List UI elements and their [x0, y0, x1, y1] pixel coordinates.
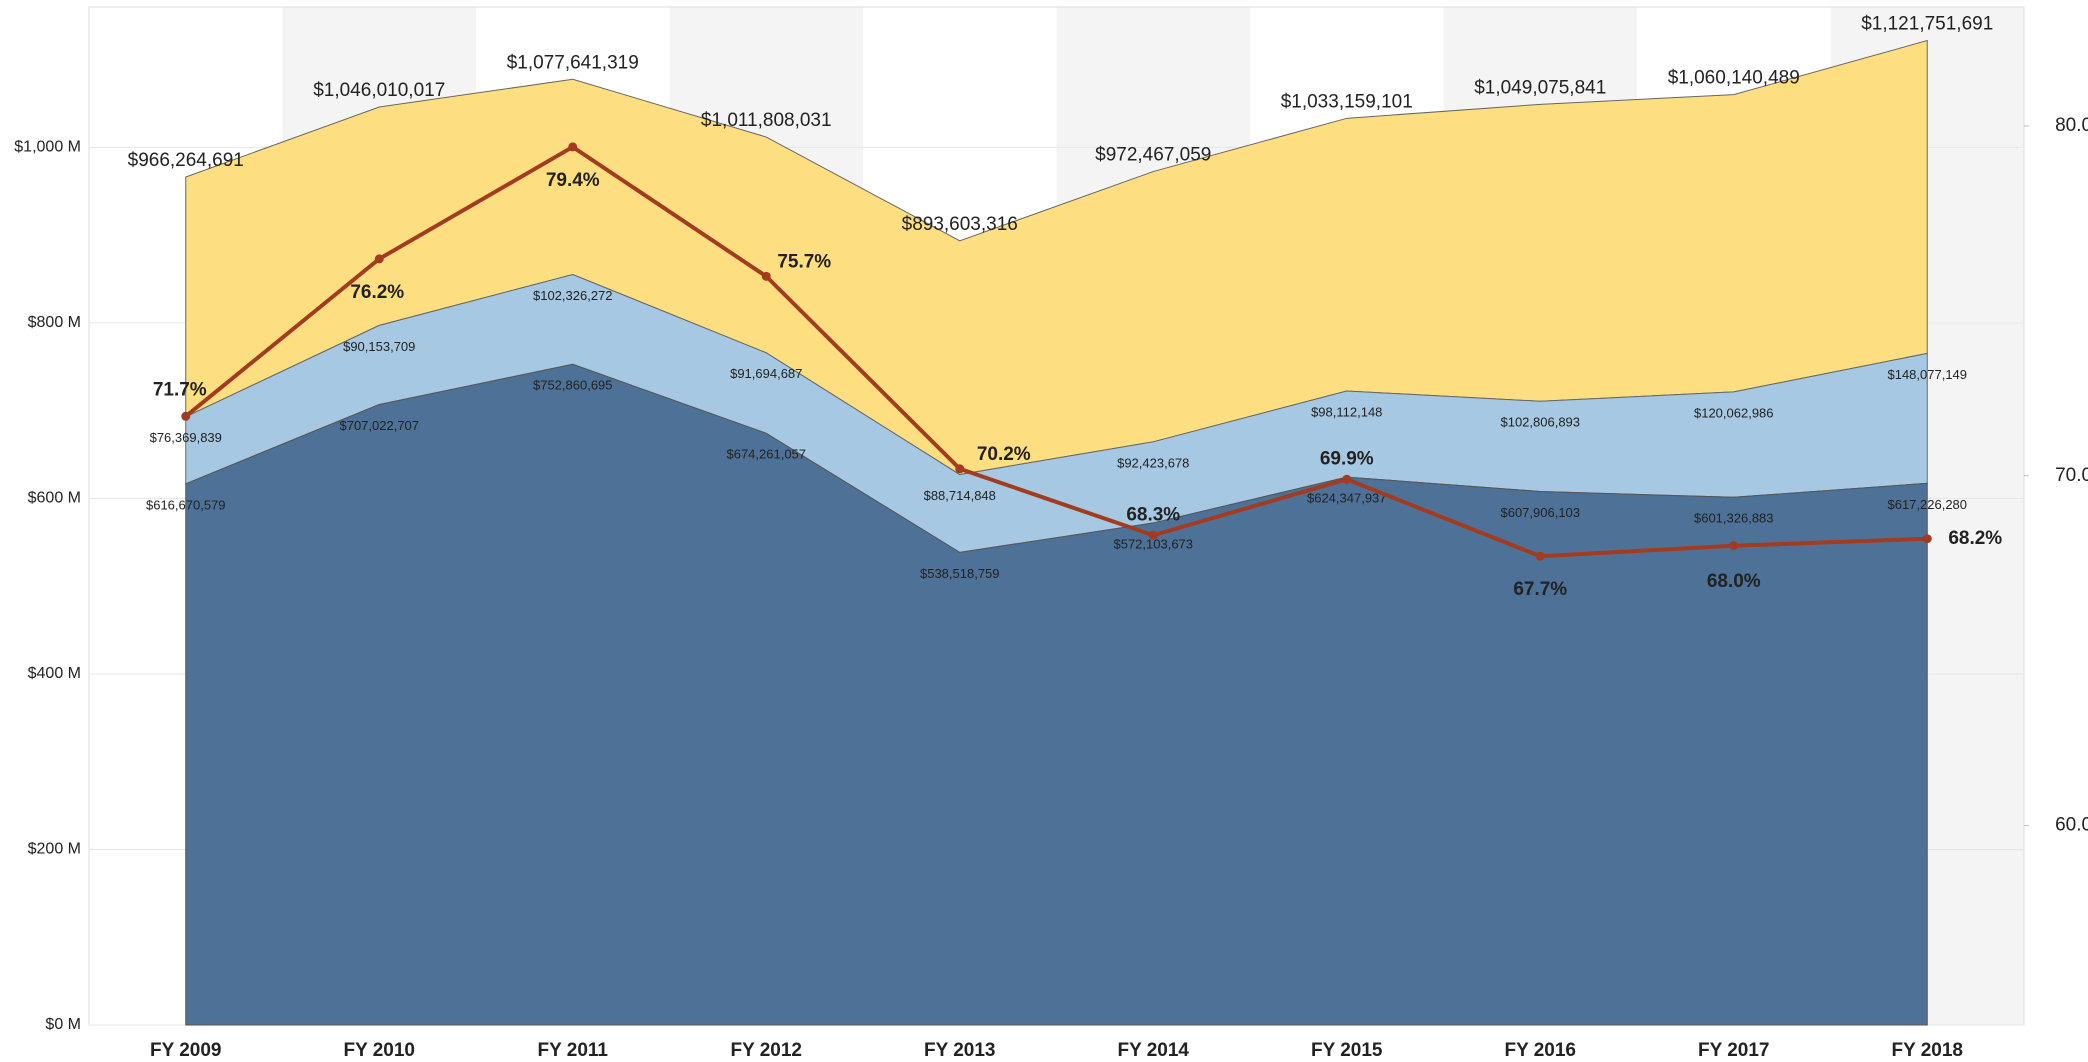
data-label: $102,326,272	[533, 288, 613, 303]
data-label: $120,062,986	[1694, 405, 1774, 420]
data-label: $98,112,148	[1311, 404, 1382, 419]
line	[184, 144, 1928, 559]
data-label: $624,347,937	[1307, 491, 1387, 506]
total-label: $1,049,075,841	[1474, 77, 1606, 98]
data-label: $76,369,839	[150, 430, 222, 445]
total-label: $893,603,316	[902, 214, 1018, 235]
x-tick-label: FY 2018	[1892, 1040, 1963, 1061]
data-label: $148,077,149	[1887, 367, 1967, 382]
line-point	[181, 411, 191, 421]
area	[185, 363, 1928, 1026]
line-point	[1922, 534, 1932, 544]
line-point	[761, 271, 771, 281]
line-label: 68.2%	[1948, 528, 2002, 549]
data-label: $91,694,687	[730, 366, 802, 381]
y2-tick-label: 60.0%	[2055, 815, 2088, 836]
line-label: 75.7%	[777, 251, 831, 272]
data-label: $90,153,709	[343, 339, 415, 354]
line-point	[1729, 541, 1739, 551]
y2-tick-label: 70.0%	[2055, 465, 2088, 486]
line-label: 70.2%	[977, 444, 1031, 465]
data-label: $102,806,893	[1500, 415, 1580, 430]
data-label: $92,423,678	[1117, 455, 1189, 470]
line-label: 71.7%	[153, 379, 207, 400]
line-point	[955, 464, 965, 474]
y-tick-label: $0 M	[45, 1016, 81, 1033]
total-label: $1,033,159,101	[1281, 91, 1413, 112]
line-point	[1535, 551, 1545, 561]
data-label: $607,906,103	[1500, 505, 1580, 520]
total-label: $1,077,641,319	[507, 52, 639, 73]
x-tick-label: FY 2013	[924, 1040, 995, 1061]
total-label: $1,121,751,691	[1861, 14, 1993, 35]
line-label: 68.0%	[1707, 571, 1761, 592]
line-label: 79.4%	[546, 170, 600, 191]
data-label: $752,860,695	[533, 378, 613, 393]
line-label: 69.9%	[1320, 448, 1374, 469]
data-label: $601,326,883	[1694, 511, 1774, 526]
y-tick-label: $800 M	[28, 314, 81, 331]
y-tick-label: $400 M	[28, 665, 81, 682]
data-label: $674,261,057	[726, 447, 806, 462]
x-tick-label: FY 2011	[538, 1040, 609, 1061]
line-label: 76.2%	[350, 282, 404, 303]
data-label: $617,226,280	[1887, 497, 1967, 512]
x-tick-label: FY 2015	[1311, 1040, 1383, 1061]
data-label: $707,022,707	[339, 418, 419, 433]
x-tick-label: FY 2010	[344, 1040, 415, 1061]
y2-tick-label: 80.0%	[2055, 115, 2088, 136]
line-label: 68.3%	[1126, 504, 1180, 525]
data-label: $88,714,848	[924, 488, 996, 503]
line-point	[1342, 474, 1352, 484]
total-label: $966,264,691	[128, 150, 244, 171]
total-label: $1,060,140,489	[1668, 68, 1800, 89]
total-label: $1,011,808,031	[701, 110, 832, 131]
y-tick-label: $200 M	[28, 841, 81, 858]
data-label: $538,518,759	[920, 566, 1000, 581]
line-point	[374, 254, 384, 264]
y-tick-label: $1,000 M	[14, 139, 81, 156]
x-tick-label: FY 2017	[1698, 1040, 1769, 1061]
line-point	[1148, 530, 1158, 540]
total-label: $972,467,059	[1095, 145, 1211, 166]
x-tick-label: FY 2012	[731, 1040, 802, 1061]
data-label: $616,670,579	[146, 497, 226, 512]
data-label: $572,103,673	[1113, 536, 1193, 551]
line-label: 67.7%	[1513, 579, 1567, 600]
total-label: $1,046,010,017	[313, 80, 445, 101]
x-tick-label: FY 2009	[150, 1040, 221, 1061]
x-tick-label: FY 2014	[1118, 1040, 1190, 1061]
y-tick-label: $600 M	[28, 490, 81, 507]
line-point	[568, 142, 578, 152]
x-tick-label: FY 2016	[1505, 1040, 1576, 1061]
